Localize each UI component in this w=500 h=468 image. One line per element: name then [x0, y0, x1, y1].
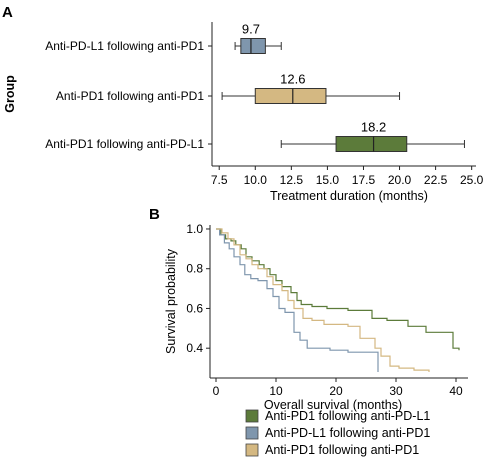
survival-curve — [216, 228, 430, 372]
y-tick-label: 0.8 — [186, 262, 203, 276]
survival-curve — [216, 228, 379, 372]
median-value-label: 18.2 — [361, 120, 386, 135]
y-tick-label: 0.4 — [186, 341, 203, 355]
x-tick-label: 15.0 — [316, 173, 340, 187]
legend-swatch — [245, 426, 259, 440]
box-iqr — [240, 38, 266, 54]
x-tick-label: 20.0 — [388, 173, 412, 187]
y-axis-title: Survival probability — [164, 248, 178, 354]
y-axis-title: Group — [3, 75, 17, 113]
x-tick-label: 0 — [213, 384, 220, 398]
survival-curve — [216, 228, 460, 351]
x-axis-title: Overall survival (months) — [264, 398, 402, 412]
legend-swatch — [245, 409, 259, 423]
survival-panel: 0 10 20 30 40 0.4 0.6 0.8 1.0 Overall survival (m… — [164, 222, 468, 457]
median-value-label: 9.7 — [242, 22, 260, 37]
panel-a-label: A — [2, 4, 13, 21]
x-tick-label: 22.5 — [424, 173, 448, 187]
x-tick-label: 25.0 — [460, 173, 484, 187]
legend-label: Anti-PD1 following anti-PD1 — [265, 443, 419, 457]
x-tick-label: 30 — [389, 384, 403, 398]
panel-b-label: B — [149, 206, 160, 223]
y-tick-label: 0.6 — [186, 301, 203, 315]
legend-label: Anti-PD1 following anti-PD-L1 — [265, 409, 430, 423]
x-tick-label: 10 — [269, 384, 283, 398]
x-axis-title: Treatment duration (months) — [270, 189, 428, 203]
legend-label: Anti-PD-L1 following anti-PD1 — [265, 426, 430, 440]
category-label: Anti-PD-L1 following anti-PD1 — [45, 39, 204, 53]
x-tick-label: 10.0 — [244, 173, 268, 187]
category-label: Anti-PD1 following anti-PD-L1 — [45, 137, 204, 151]
legend-swatch — [245, 443, 259, 457]
category-label: Anti-PD1 following anti-PD1 — [56, 89, 204, 103]
median-value-label: 12.6 — [280, 72, 305, 87]
x-tick-label: 17.5 — [352, 173, 376, 187]
x-tick-label: 12.5 — [280, 173, 304, 187]
x-tick-label: 40 — [449, 384, 463, 398]
boxplot-panel: 7.5 10.0 12.5 15.0 17.5 20.0 22.5 25.0 Treatment… — [3, 22, 484, 204]
x-tick-label: 20 — [329, 384, 343, 398]
y-tick-label: 1.0 — [186, 222, 203, 236]
x-tick-label: 7.5 — [211, 173, 228, 187]
box-iqr — [254, 88, 327, 104]
box-iqr — [335, 136, 408, 152]
